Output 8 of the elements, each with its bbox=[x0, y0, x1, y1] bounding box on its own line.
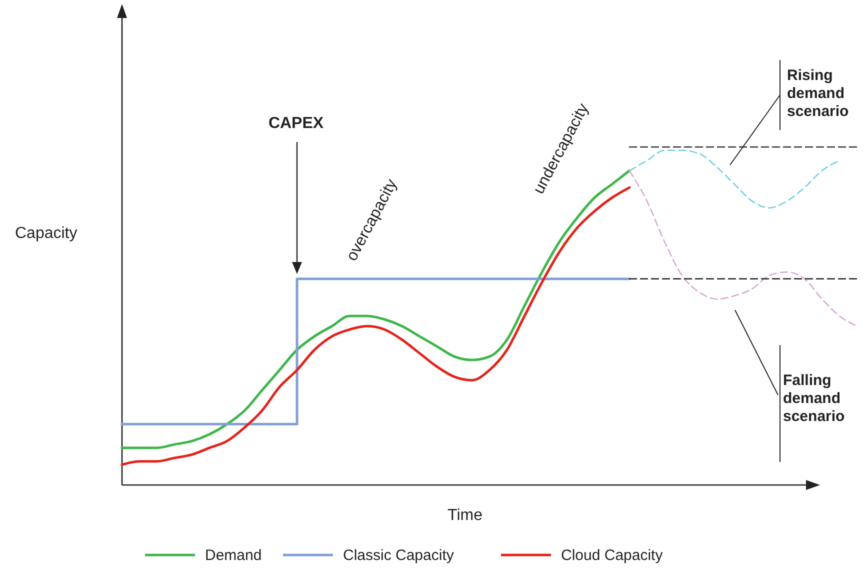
y-axis-title: Capacity bbox=[15, 225, 78, 242]
legend-label: Classic Capacity bbox=[343, 547, 454, 564]
text: CAPEX bbox=[268, 115, 324, 132]
x-axis-title: Time bbox=[448, 507, 483, 524]
legend-label: Cloud Capacity bbox=[561, 547, 664, 564]
legend-label: Demand bbox=[205, 547, 262, 564]
annotation: Falling demand scenario bbox=[783, 372, 845, 425]
text: Rising demand scenario bbox=[787, 67, 849, 120]
